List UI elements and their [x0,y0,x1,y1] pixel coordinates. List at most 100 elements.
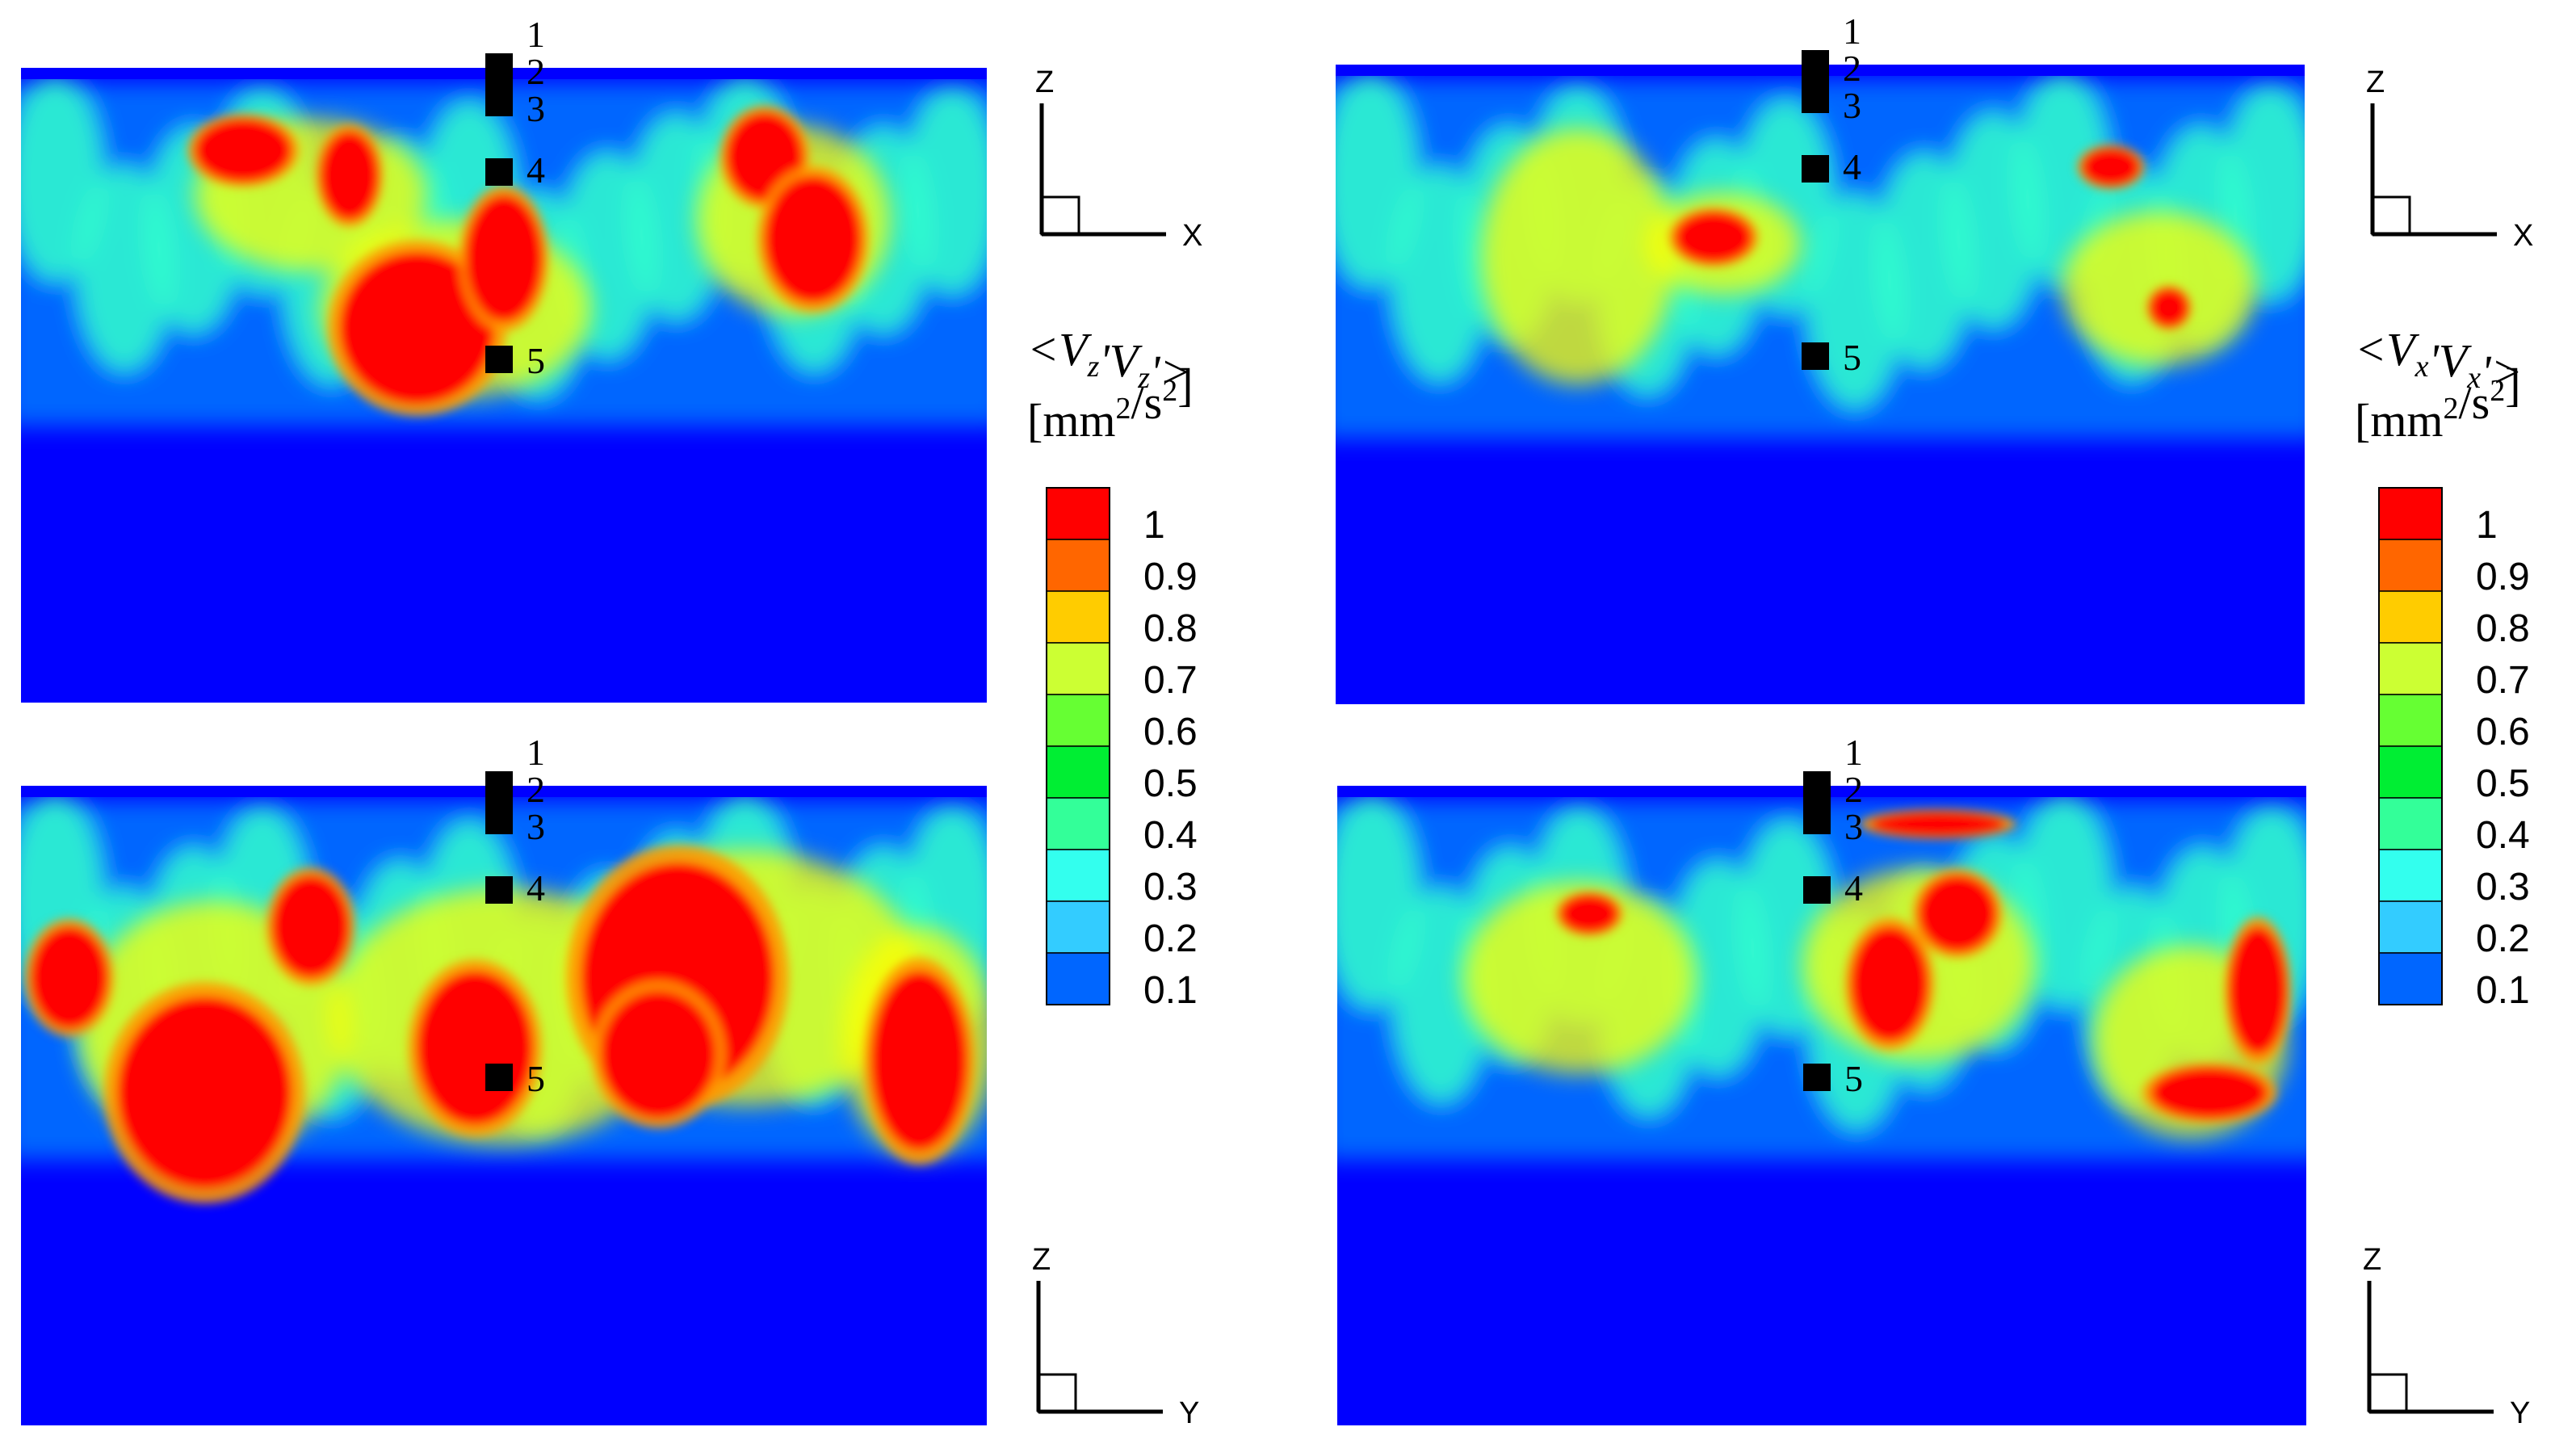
probe-label-2: 2 [1843,48,1861,89]
probe-label-3: 3 [1844,806,1863,847]
probe-markers: 123 4 5 [1802,10,1861,378]
colorbar-tick-label: 0.7 [2476,659,2530,702]
high-fluctuation-region [2150,288,2188,327]
colorbar-legends: <Vz'Vz'>[mm2/s2]10.90.80.70.60.50.40.30.… [1027,323,2530,1012]
high-fluctuation-region [2082,147,2140,187]
colorbar-frame [1046,487,1110,1005]
high-fluctuation-region [1560,894,1618,934]
mid-fluctuation-patch [904,88,987,295]
colorbar-swatch [2378,487,2443,540]
probe-4 [1803,876,1831,904]
colorbar-swatch [2378,900,2443,954]
axis-label-horizontal: X [1182,219,1202,253]
axis-corner-box [1040,195,1080,236]
colorbar-swatch [1046,745,1110,799]
axis-indicator-top-left: ZX [1035,65,1202,253]
colorbar-swatch [1046,642,1110,695]
probe-markers: 123 4 5 [485,14,545,381]
probe-4 [485,158,514,186]
contour-panel-bottom-right: 123 4 5 [1337,732,2306,1425]
colorbar-swatch [2378,539,2443,592]
probe-5 [485,346,514,373]
axis-corner-box [1037,1373,1077,1413]
colorbar-swatch [1046,900,1110,954]
high-fluctuation-region [764,175,862,303]
probe-label-4: 4 [1844,867,1863,909]
colorbar-swatch [1046,849,1110,902]
probe-markers: 123 4 5 [485,732,545,1099]
colorbar-tick-label: 0.6 [1143,711,1198,753]
colorbar-swatch [1046,952,1110,1005]
probe-5 [1802,342,1829,370]
colorbar-tick-label: 0.7 [1143,659,1198,702]
high-fluctuation-region [1851,926,1928,1042]
probe-label-4: 4 [527,149,545,191]
colorbar-tick-label: 0.9 [2476,556,2530,598]
mid-fluctuation-patch [2016,793,2112,1009]
axis-label-horizontal: Y [1179,1396,1199,1430]
probe-4 [485,876,514,904]
colorbar-swatch [2378,694,2443,747]
probe-5 [485,1064,514,1091]
high-fluctuation-region [339,251,495,405]
probe-label-4: 4 [1843,146,1861,187]
colorbar-swatch [2378,590,2443,644]
colorbar-tick-label: 0.8 [1143,607,1198,650]
axis-corner-box [2371,195,2411,236]
colorbar-swatch [2378,797,2443,850]
probe-label-3: 3 [1843,85,1861,126]
colorbar-swatch [1046,797,1110,850]
axis-label-horizontal: Y [2510,1396,2530,1430]
high-fluctuation-region [320,131,379,220]
colorbar-legend-right: <Vx'Vx'>[mm2/s2] 1 0.9 0.8 0.7 0.6 0.5 0.4 0.3 0.… [2355,323,2530,1012]
probe-label-5: 5 [1844,1058,1863,1099]
high-fluctuation-region [2151,1067,2268,1119]
colorbar-tick-label: 0.4 [2476,814,2530,857]
probe-label-2: 2 [527,769,545,810]
axis-label-vertical: Z [1032,1243,1051,1277]
probe-label-2: 2 [1844,769,1863,810]
legend-quantity-title: <Vz'Vz'> [1027,323,1192,398]
contour-panel-top-left: 123 4 5 [21,14,987,703]
high-fluctuation-region [271,875,350,978]
colorbar-swatch [1046,539,1110,592]
colorbar-swatch [1046,487,1110,540]
colorbar-tick-label: 0.1 [1143,969,1198,1012]
high-fluctuation-region [1919,875,1996,952]
axis-corner-box [2368,1373,2408,1413]
legend-quantity-title: <Vx'Vx'> [2355,323,2523,398]
high-fluctuation-region [465,195,543,322]
probe-label-5: 5 [1843,337,1861,378]
probe-stack-1-3 [485,53,514,116]
probe-markers: 123 4 5 [1803,732,1863,1099]
high-fluctuation-region [600,990,717,1119]
axis-indicator-bottom-left: ZY [1032,1243,1199,1430]
probe-4 [1802,155,1829,183]
probe-5 [1803,1064,1831,1091]
high-fluctuation-region [1870,811,2006,837]
axis-label-vertical: Z [2363,1243,2381,1277]
colorbar-tick-label: 1 [1143,504,1165,547]
axis-label-horizontal: X [2513,219,2533,253]
probe-label-2: 2 [527,51,545,92]
colorbar-tick-label: 0.3 [2476,866,2530,909]
high-fluctuation-region [195,118,292,183]
probe-label-5: 5 [527,1058,545,1099]
probe-label-1: 1 [527,732,545,773]
contour-panel-top-right: 123 4 5 [1336,10,2305,704]
legend-units: [mm2/s2] [1027,359,1194,447]
axis-indicator-top-right: ZX [2366,65,2533,253]
colorbar-swatch [1046,694,1110,747]
colorbar-swatch [2378,642,2443,695]
colorbar-swatch [2378,952,2443,1005]
colorbar-tick-label: 0.6 [2476,711,2530,753]
high-fluctuation-region [871,971,968,1151]
colorbar-tick-label: 0.9 [1143,556,1198,598]
axis-indicator-bottom-right: ZY [2363,1243,2530,1430]
contour-panel-bottom-left: 123 4 5 [21,732,987,1425]
colorbar-swatch [2378,745,2443,799]
high-fluctuation-region [2229,926,2287,1055]
